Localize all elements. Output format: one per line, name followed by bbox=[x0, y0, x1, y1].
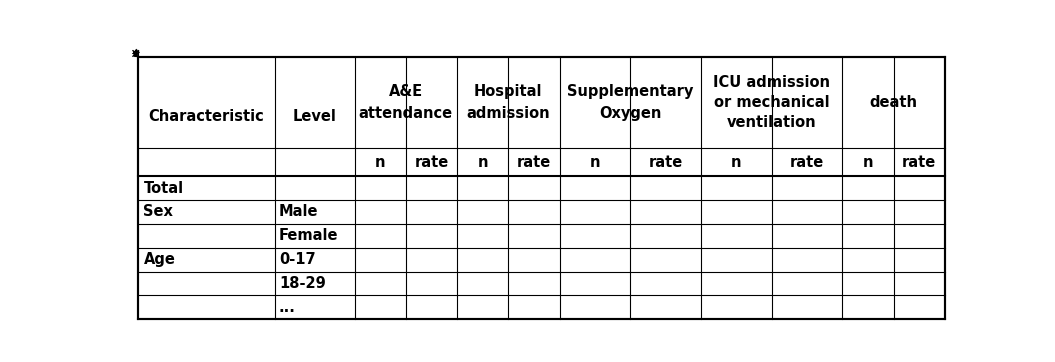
Text: ❖: ❖ bbox=[132, 49, 140, 58]
Text: Hospital
admission: Hospital admission bbox=[466, 84, 550, 121]
Text: rate: rate bbox=[415, 155, 448, 169]
Text: n: n bbox=[375, 155, 385, 169]
Text: n: n bbox=[863, 155, 874, 169]
Text: Total: Total bbox=[143, 181, 184, 196]
Text: Age: Age bbox=[143, 252, 175, 267]
Text: 0-17: 0-17 bbox=[279, 252, 315, 267]
Text: Characteristic: Characteristic bbox=[149, 109, 265, 124]
Text: n: n bbox=[590, 155, 600, 169]
Text: Male: Male bbox=[279, 205, 319, 219]
Text: A&E
attendance: A&E attendance bbox=[359, 84, 453, 121]
Text: Level: Level bbox=[293, 109, 337, 124]
Text: 18-29: 18-29 bbox=[279, 276, 326, 291]
Text: rate: rate bbox=[902, 155, 937, 169]
Text: Supplementary
Oxygen: Supplementary Oxygen bbox=[568, 84, 693, 121]
Text: rate: rate bbox=[790, 155, 824, 169]
Bar bbox=[134, 51, 138, 56]
Text: ...: ... bbox=[279, 300, 295, 315]
Text: Sex: Sex bbox=[143, 205, 173, 219]
Text: rate: rate bbox=[517, 155, 551, 169]
Text: rate: rate bbox=[649, 155, 683, 169]
Text: n: n bbox=[731, 155, 742, 169]
Text: n: n bbox=[478, 155, 488, 169]
Text: Female: Female bbox=[279, 228, 339, 243]
Text: ICU admission
or mechanical
ventilation: ICU admission or mechanical ventilation bbox=[713, 75, 830, 130]
Text: death: death bbox=[869, 95, 918, 110]
